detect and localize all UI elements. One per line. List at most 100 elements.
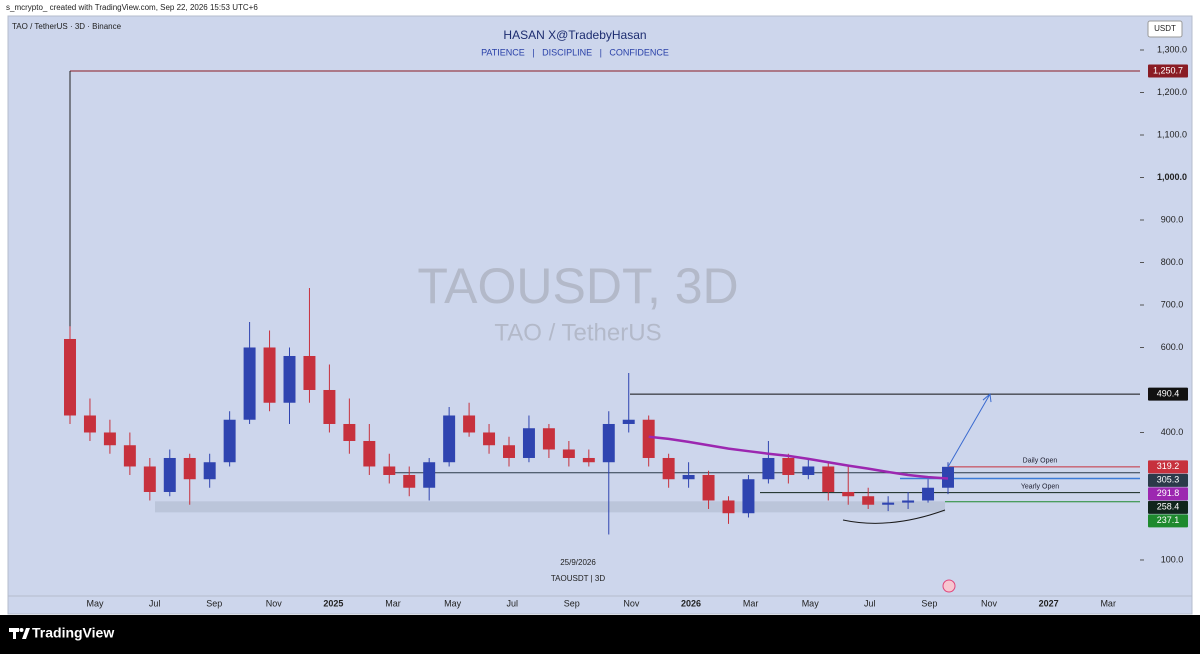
price-badge-label: 258.4 [1157, 502, 1180, 512]
chart-subtitle: PATIENCE | DISCIPLINE | CONFIDENCE [481, 47, 669, 57]
price-badge [1148, 514, 1188, 528]
x-tick-label: Mar [385, 598, 401, 608]
candle-body [602, 423, 615, 463]
candle-body [842, 491, 855, 497]
base-curve [842, 509, 946, 524]
symbol-info: TAO / TetherUS · 3D · Binance [12, 22, 122, 31]
x-tick-label: 2025 [323, 598, 343, 608]
price-badge [1148, 460, 1188, 474]
x-tick-label: Mar [743, 598, 759, 608]
y-tick-label: 1,100.0 [1157, 129, 1187, 139]
logo-mark [13, 628, 16, 639]
candle-body [882, 502, 895, 505]
y-tick-label: 400.0 [1161, 427, 1184, 437]
x-tick-label: May [802, 598, 820, 608]
candle-body [323, 389, 336, 424]
price-badge [1148, 64, 1188, 78]
y-tick-label: 100.0 [1161, 554, 1184, 564]
watermark-sub: TAO / TetherUS [494, 319, 661, 346]
price-badge [1148, 473, 1188, 487]
candle-body [143, 466, 156, 492]
tv-logo [9, 628, 30, 639]
moving-average [648, 435, 949, 480]
footer-bar [0, 615, 1200, 654]
price-badge-label: 237.1 [1157, 515, 1180, 525]
x-tick-label: Nov [623, 598, 640, 608]
price-badge [1148, 500, 1188, 514]
x-tick-label: 2027 [1039, 598, 1059, 608]
date-label: 25/9/2026 [560, 558, 596, 567]
currency-box[interactable] [1147, 20, 1183, 38]
watermark: TAOUSDT, 3D [417, 258, 738, 314]
symbol-label: TAOUSDT | 3D [551, 574, 605, 583]
plot-background [7, 15, 1193, 615]
candle-body [702, 474, 715, 501]
candle-body [622, 419, 635, 424]
credit: s_mcrypto_ created with TradingView.com,… [6, 3, 258, 12]
chart-title: HASAN X@TradebyHasan [503, 28, 646, 42]
candle-body [183, 457, 196, 480]
x-tick-label: Sep [564, 598, 580, 608]
candle-body [522, 428, 535, 458]
y-tick-label: 800.0 [1161, 257, 1184, 267]
y-tick-label: 1,000.0 [1157, 172, 1187, 182]
price-badge [1148, 387, 1188, 401]
candle-body [662, 457, 675, 480]
top-strip [0, 0, 1200, 16]
price-badge-label: 1,250.7 [1153, 65, 1183, 75]
candle-body [383, 466, 396, 475]
candle-body [562, 449, 575, 458]
price-badge-label: 291.8 [1157, 488, 1180, 498]
price-badge-label: 490.4 [1157, 388, 1180, 398]
projection-arrow [947, 393, 992, 468]
candle-body [223, 419, 236, 463]
candle-body [902, 500, 915, 503]
candle-body [483, 432, 496, 446]
candle-body [782, 457, 795, 475]
y-tick-label: 1,200.0 [1157, 87, 1187, 97]
candle-body [542, 428, 555, 450]
x-tick-label: Jul [864, 598, 876, 608]
candle-body [443, 415, 456, 463]
candle-body [243, 347, 256, 420]
level-note: Yearly Open [1021, 484, 1059, 491]
x-tick-label: Jul [149, 598, 161, 608]
candle-body [802, 466, 815, 475]
price-badge-label: 305.3 [1157, 475, 1180, 485]
candle-body [722, 500, 735, 514]
y-tick-label: 600.0 [1161, 342, 1184, 352]
candle-body [503, 445, 515, 458]
candle-body [642, 419, 655, 458]
candle-body [582, 457, 595, 463]
y-tick-label: 1,300.0 [1157, 44, 1187, 54]
candle-body [403, 474, 416, 488]
candle-body [682, 474, 695, 480]
x-tick-label: Mar [1100, 598, 1116, 608]
candle-body [263, 347, 276, 403]
x-tick-label: Jul [506, 598, 518, 608]
candle-body [463, 415, 476, 433]
x-tick-label: Nov [266, 598, 283, 608]
currency[interactable]: USDT [1154, 24, 1176, 33]
level-note: Daily Open [1023, 458, 1058, 465]
candle-body [343, 423, 356, 441]
candle-body [303, 355, 316, 390]
support-zone [155, 501, 945, 513]
price-badge-label: 319.2 [1157, 461, 1180, 471]
event-icon[interactable] [942, 579, 956, 593]
candle-body [363, 440, 376, 467]
x-tick-label: Sep [206, 598, 222, 608]
x-tick-label: May [444, 598, 462, 608]
brand: TradingView [32, 625, 114, 641]
candle-body [922, 487, 935, 501]
logo-mark [22, 628, 30, 639]
candle-body [83, 415, 96, 433]
price-badge [1148, 487, 1188, 501]
y-tick-label: 900.0 [1161, 214, 1184, 224]
candle-body [283, 355, 296, 403]
candle-body [822, 466, 835, 492]
x-tick-label: Nov [981, 598, 998, 608]
candle-body [163, 457, 176, 492]
